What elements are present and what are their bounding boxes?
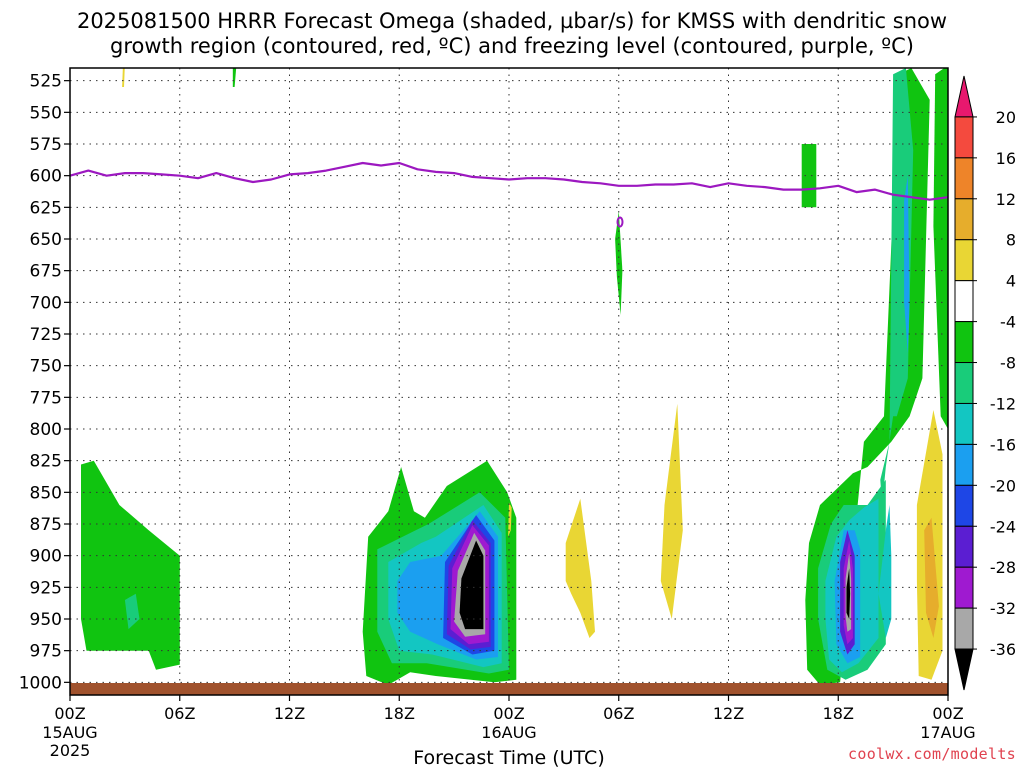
y-tick-label: 750 [30, 357, 62, 377]
omega-region-31 [924, 517, 939, 638]
colorbar-label: -32 [990, 599, 1016, 618]
y-tick-label: 975 [30, 642, 62, 662]
omega-region-20 [878, 505, 892, 638]
x-tick-label: 18Z [823, 704, 854, 723]
colorbar-label: 12 [996, 190, 1016, 209]
omega-region-10 [459, 540, 484, 630]
terrain-ground [70, 683, 948, 695]
colorbar-bin [954, 525, 974, 568]
colorbar-bin [954, 157, 974, 200]
y-tick-label: 925 [30, 578, 62, 598]
y-tick-label: 1000 [19, 673, 62, 693]
x-tick-date-label: 17AUG [920, 723, 975, 742]
colorbar-label: 8 [1006, 231, 1016, 250]
colorbar-bin-bottom [954, 648, 974, 691]
y-tick-label: 625 [30, 198, 62, 218]
colorbar-bin [954, 443, 974, 486]
colorbar-bin [954, 116, 974, 159]
x-tick-label: 06Z [603, 704, 634, 723]
chart-title-line-1: 2025081500 HRRR Forecast Omega (shaded, … [76, 9, 948, 33]
x-tick-label: 12Z [274, 704, 305, 723]
colorbar-bin-top [954, 75, 974, 118]
colorbar-label: -20 [990, 476, 1016, 495]
colorbar-bin [954, 280, 974, 323]
colorbar-label: -36 [990, 640, 1016, 659]
colorbar-bin [954, 239, 974, 282]
omega-region-18 [846, 568, 851, 619]
x-tick-year-label: 2025 [50, 741, 91, 760]
y-axis: 525 550 575 600 625 650 675 700 725 750 775 800 825 8… [19, 72, 70, 693]
y-tick-label: 725 [30, 325, 62, 345]
y-tick-label: 600 [30, 167, 62, 187]
omega-region-26 [232, 68, 237, 87]
colorbar-label: -4 [1000, 313, 1016, 332]
y-tick-label: 875 [30, 515, 62, 535]
colorbar-bin [954, 402, 974, 445]
omega-region-0 [81, 460, 180, 670]
colorbar-label: -12 [990, 394, 1016, 413]
omega-shading [81, 68, 948, 685]
omega-region-1 [124, 593, 140, 630]
x-tick-label: 18Z [384, 704, 415, 723]
x-tick-label: 00Z [932, 704, 963, 723]
colorbar-label: 4 [1006, 272, 1016, 291]
colorbar-label: -24 [990, 517, 1016, 536]
y-tick-label: 650 [30, 230, 62, 250]
x-tick-label: 12Z [713, 704, 744, 723]
y-tick-label: 575 [30, 135, 62, 155]
freezing-level-contour-loop [616, 216, 624, 228]
colorbar-label: 16 [996, 149, 1016, 168]
x-tick-date-label: 16AUG [481, 723, 536, 742]
x-tick-label: 06Z [164, 704, 195, 723]
credit-text: coolwx.com/modelts [848, 745, 1016, 763]
y-tick-label: 775 [30, 388, 62, 408]
chart-title-line-2: growth region (contoured, red, ºC) and f… [110, 34, 914, 58]
colorbar-label: 20 [996, 108, 1016, 127]
omega-region-27 [565, 498, 595, 638]
omega-region-21 [904, 175, 910, 353]
x-tick-label: 00Z [493, 704, 524, 723]
colorbar-bin [954, 607, 974, 650]
grid-lines [70, 68, 948, 695]
y-tick-label: 700 [30, 293, 62, 313]
omega-region-29 [660, 403, 683, 619]
colorbar-bin [954, 362, 974, 404]
colorbar-bin [954, 321, 974, 364]
colorbar-label: -8 [1000, 354, 1016, 373]
x-axis-label: Forecast Time (UTC) [413, 747, 604, 768]
y-tick-label: 850 [30, 483, 62, 503]
omega-region-19 [880, 68, 914, 505]
freezing-level-line [69, 161, 949, 201]
y-tick-label: 550 [30, 103, 62, 123]
omega-region-24 [801, 144, 817, 208]
omega-region-25 [122, 68, 125, 87]
colorbar-bin [954, 566, 974, 609]
colorbar-legend: 20 16 12 8 4 -4 -8 -12 -16 -20 -24 -28 -32 -36 [954, 75, 1016, 691]
y-tick-label: 900 [30, 547, 62, 567]
y-tick-label: 825 [30, 452, 62, 472]
colorbar-bin [954, 198, 974, 241]
y-tick-label: 950 [30, 610, 62, 630]
colorbar-label: -28 [990, 558, 1016, 577]
x-tick-label: 00Z [54, 704, 85, 723]
omega-region-22 [933, 68, 948, 429]
y-tick-label: 800 [30, 420, 62, 440]
colorbar-label: -16 [990, 435, 1016, 454]
y-tick-label: 675 [30, 262, 62, 282]
x-tick-date-label: 15AUG [42, 723, 97, 742]
colorbar-bin [954, 484, 974, 527]
y-tick-label: 525 [30, 72, 62, 92]
